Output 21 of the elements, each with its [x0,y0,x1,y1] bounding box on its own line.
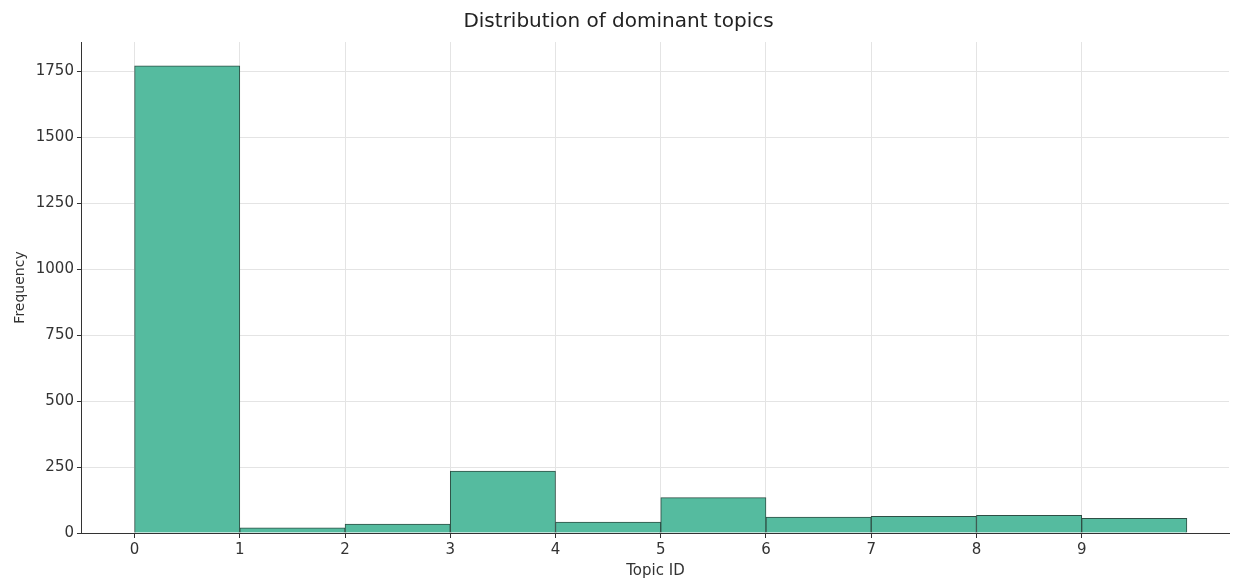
x-axis-title: Topic ID [625,560,685,579]
chart-title: Distribution of dominant topics [463,8,774,33]
y-tick-label: 1000 [35,258,74,277]
x-tick-label: 7 [866,539,876,558]
y-axis-title: Frequency [11,251,28,324]
x-tick-label: 4 [550,539,561,558]
x-tick-label: 1 [235,539,245,558]
y-tick-label: 1750 [35,60,74,79]
y-tick-label: 500 [45,390,74,409]
y-tick-label: 0 [64,522,74,541]
x-tick-label: 9 [1076,539,1087,558]
y-tick-label: 250 [45,456,74,475]
x-tick-label: 3 [445,539,456,558]
y-tick-label: 1250 [35,192,74,211]
y-tick-label: 1500 [35,126,74,145]
x-tick-label: 0 [129,539,140,558]
x-tick-label: 5 [655,539,666,558]
x-tick-label: 6 [761,539,771,558]
x-tick-label: 8 [971,539,982,558]
y-tick-label: 750 [45,324,74,343]
x-tick-label: 2 [340,539,350,558]
